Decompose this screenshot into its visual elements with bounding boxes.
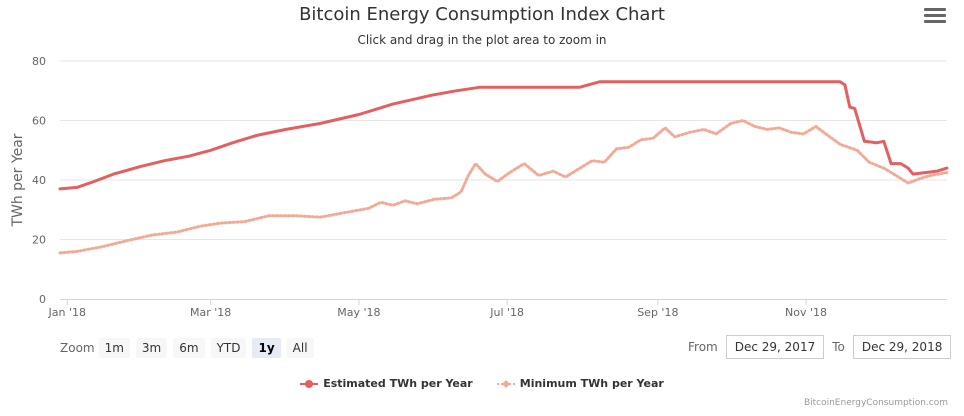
y-tick-label: 40 [32, 174, 46, 187]
legend-item-estimated[interactable]: Estimated TWh per Year [300, 377, 473, 390]
date-range-selector: From Dec 29, 2017 To Dec 29, 2018 [688, 335, 959, 359]
x-tick-label: Jul '18 [489, 306, 524, 319]
y-tick-label: 80 [32, 55, 46, 68]
range-to-label: To [832, 340, 845, 354]
x-tick-label: May '18 [337, 306, 380, 319]
legend-item-minimum[interactable]: Minimum TWh per Year [496, 377, 664, 390]
series-line-minimum [58, 119, 949, 255]
series-line-estimated [58, 80, 949, 191]
zoom-button-3m[interactable]: 3m [135, 338, 168, 358]
x-tick-label: Mar '18 [190, 306, 231, 319]
chart-legend: Estimated TWh per Year Minimum TWh per Y… [0, 377, 964, 390]
zoom-button-all[interactable]: All [286, 338, 314, 358]
legend-label-minimum: Minimum TWh per Year [519, 377, 664, 390]
zoom-button-1m[interactable]: 1m [98, 338, 130, 358]
zoom-button-ytd[interactable]: YTD [210, 338, 247, 358]
zoom-button-6m[interactable]: 6m [173, 338, 205, 358]
range-to-input[interactable]: Dec 29, 2018 [852, 335, 952, 359]
legend-swatch-estimated [300, 379, 319, 388]
range-from-label: From [688, 340, 718, 354]
zoom-button-1y[interactable]: 1y [252, 338, 281, 358]
hamburger-menu-icon[interactable] [924, 8, 946, 26]
y-tick-label: 20 [32, 234, 46, 247]
x-tick-label: Sep '18 [637, 306, 678, 319]
y-tick-label: 0 [39, 293, 46, 306]
y-axis-label: TWh per Year [10, 133, 26, 227]
legend-swatch-minimum [496, 379, 515, 388]
legend-label-estimated: Estimated TWh per Year [323, 377, 473, 390]
range-from-input[interactable]: Dec 29, 2017 [725, 335, 825, 359]
x-tick-label: Jan '18 [48, 306, 86, 319]
chart-title: Bitcoin Energy Consumption Index Chart [299, 4, 665, 25]
y-tick-label: 60 [32, 115, 46, 128]
zoom-controls: Zoom 1m 3m 6m YTD 1y All [60, 338, 320, 358]
credit-link[interactable]: BitcoinEnergyConsumption.com [803, 398, 948, 408]
zoom-label: Zoom [60, 341, 95, 355]
chart-subtitle: Click and drag in the plot area to zoom … [357, 33, 607, 47]
x-tick-label: Nov '18 [785, 306, 827, 319]
